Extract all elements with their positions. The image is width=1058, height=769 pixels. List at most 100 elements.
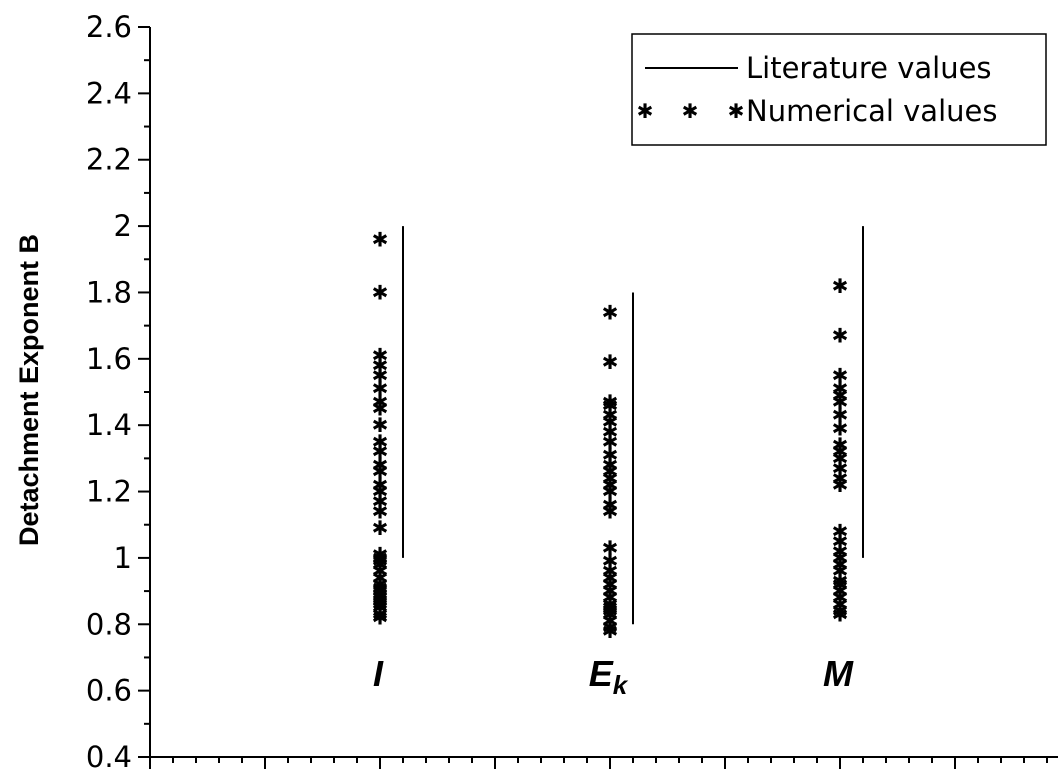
- data-point: ✱: [832, 363, 849, 387]
- data-point: ✱: [832, 586, 849, 610]
- y-tick-label: 2.2: [86, 143, 132, 177]
- data-point: ✱: [372, 572, 389, 596]
- data-point: ✱: [372, 473, 389, 497]
- data-point: ✱: [602, 616, 619, 640]
- data-point: ✱: [372, 576, 389, 600]
- data-point: ✱: [602, 579, 619, 603]
- data-point: ✱: [602, 390, 619, 414]
- data-point: ✱: [372, 227, 389, 251]
- y-tick-label: 0.8: [86, 607, 132, 641]
- data-point: ✱: [372, 280, 389, 304]
- x-ticks: [149, 757, 1048, 769]
- data-point: ✱: [602, 549, 619, 573]
- category-label-main: E: [589, 653, 614, 694]
- data-point: ✱: [372, 546, 389, 570]
- data-point: ✱: [832, 403, 849, 427]
- category-labels: I Ek M: [373, 653, 854, 700]
- data-point: ✱: [832, 519, 849, 543]
- data-point: ✱: [602, 609, 619, 633]
- numerical-points: ✱✱✱✱✱✱✱✱✱✱✱✱✱✱✱✱✱✱✱✱✱✱✱✱✱✱✱✱✱✱✱✱✱✱✱✱✱✱✱✱…: [372, 227, 849, 643]
- y-axis-title: Detachment Exponent B: [14, 234, 44, 546]
- data-point: ✱: [832, 539, 849, 563]
- data-point: ✱: [372, 363, 389, 387]
- data-point: ✱: [602, 410, 619, 434]
- category-label-main: I: [373, 653, 384, 694]
- data-point: ✱: [602, 596, 619, 620]
- data-point: ✱: [832, 446, 849, 470]
- y-tick-label: 1.4: [86, 408, 132, 442]
- data-point: ✱: [372, 440, 389, 464]
- data-point: ✱: [602, 480, 619, 504]
- data-point: ✱: [602, 586, 619, 610]
- data-point: ✱: [832, 559, 849, 583]
- data-point: ✱: [372, 453, 389, 477]
- data-point: ✱: [372, 390, 389, 414]
- data-point: ✱: [602, 559, 619, 583]
- data-point: ✱: [832, 274, 849, 298]
- data-point: ✱: [372, 579, 389, 603]
- data-point: ✱: [602, 393, 619, 417]
- data-point: ✱: [832, 572, 849, 596]
- legend-box: [631, 33, 1047, 146]
- data-point: ✱: [372, 549, 389, 573]
- y-tick-label: 1: [114, 541, 132, 575]
- data-point: ✱: [832, 473, 849, 497]
- category-label: I: [373, 653, 384, 694]
- legend-marker-1: ✱: [637, 99, 654, 123]
- legend-numerical-label: Numerical values: [746, 94, 997, 128]
- data-point: ✱: [602, 460, 619, 484]
- data-point: ✱: [372, 499, 389, 523]
- data-point: ✱: [372, 353, 389, 377]
- data-point: ✱: [832, 546, 849, 570]
- data-point: ✱: [832, 569, 849, 593]
- category-label: M: [823, 653, 854, 694]
- data-point: ✱: [372, 606, 389, 630]
- legend-marker-2: ✱: [682, 99, 699, 123]
- data-point: ✱: [602, 592, 619, 616]
- data-point: ✱: [832, 440, 849, 464]
- data-point: ✱: [602, 493, 619, 517]
- y-tick-label: 2: [114, 209, 132, 243]
- data-point: ✱: [372, 589, 389, 613]
- data-point: ✱: [832, 599, 849, 623]
- category-label-main: M: [823, 653, 854, 694]
- data-point: ✱: [832, 456, 849, 480]
- data-point: ✱: [372, 553, 389, 577]
- data-point: ✱: [602, 350, 619, 374]
- data-point: ✱: [602, 453, 619, 477]
- data-point: ✱: [372, 602, 389, 626]
- y-tick-label: 1.8: [86, 275, 132, 309]
- data-point: ✱: [602, 443, 619, 467]
- data-point: ✱: [372, 516, 389, 540]
- data-point: ✱: [832, 390, 849, 414]
- y-tick-label: 0.4: [86, 740, 132, 769]
- y-ticks: 0.4 0.6 0.8 1 1.2 1.4 1.6 1.8 2 2.2 2.4 2.6: [86, 10, 150, 769]
- data-point: ✱: [372, 344, 389, 368]
- data-point: ✱: [372, 430, 389, 454]
- data-point: ✱: [602, 420, 619, 444]
- data-point: ✱: [832, 529, 849, 553]
- data-point: ✱: [602, 572, 619, 596]
- data-point: ✱: [372, 592, 389, 616]
- data-point: ✱: [372, 543, 389, 567]
- data-point: ✱: [372, 582, 389, 606]
- data-point: ✱: [372, 413, 389, 437]
- data-point: ✱: [372, 490, 389, 514]
- data-point: ✱: [832, 579, 849, 603]
- data-point: ✱: [372, 377, 389, 401]
- data-point: ✱: [372, 596, 389, 620]
- data-point: ✱: [832, 417, 849, 441]
- data-point: ✱: [832, 466, 849, 490]
- data-point: ✱: [602, 602, 619, 626]
- data-point: ✱: [602, 300, 619, 324]
- data-point: ✱: [832, 553, 849, 577]
- y-tick-label: 0.6: [86, 674, 132, 708]
- data-point: ✱: [832, 592, 849, 616]
- y-tick-label: 1.2: [86, 475, 132, 509]
- data-point: ✱: [602, 430, 619, 454]
- legend-literature-label: Literature values: [746, 51, 992, 85]
- data-point: ✱: [372, 559, 389, 583]
- data-point: ✱: [372, 480, 389, 504]
- y-tick-label: 2.4: [86, 76, 132, 110]
